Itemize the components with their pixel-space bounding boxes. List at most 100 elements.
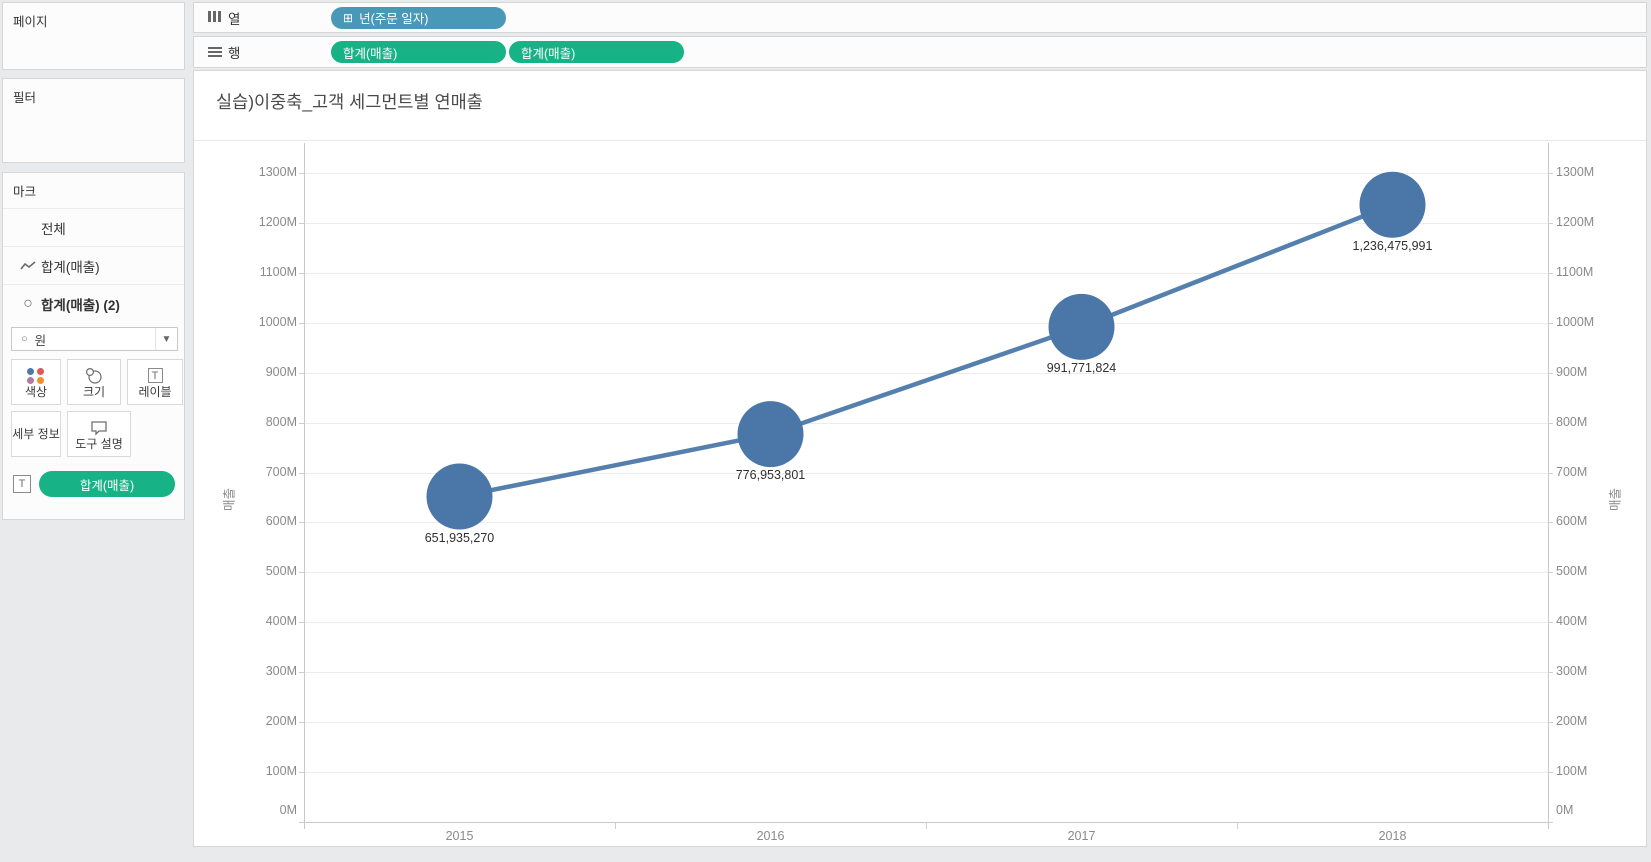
y-axis-tick-label-right: 0M	[1556, 803, 1574, 817]
axis-tick	[299, 372, 304, 374]
sheet-title: 실습)이중축_고객 세그먼트별 연매출	[216, 92, 483, 112]
circle-mark-2018[interactable]	[1359, 171, 1426, 238]
size-circles-icon	[85, 366, 103, 386]
detail-button[interactable]: 세부 정보	[11, 411, 61, 457]
mark-data-label: 1,236,475,991	[1352, 238, 1433, 253]
y-axis-tick-label-right: 100M	[1556, 764, 1588, 779]
tooltip-button[interactable]: 도구 설명	[67, 411, 131, 457]
y-axis-tick-label-left: 1300M	[258, 165, 297, 179]
gridline	[304, 622, 1548, 624]
filters-shelf-label: 필터	[13, 91, 37, 105]
gridline	[304, 222, 1548, 224]
axis-tick	[299, 672, 304, 674]
color-button[interactable]: 색상	[11, 359, 61, 405]
y-axis-tick-label-right: 900M	[1556, 364, 1588, 379]
y-axis-left[interactable]	[304, 143, 305, 829]
y-axis-tick-label-left: 100M	[265, 764, 297, 779]
line-icon	[15, 260, 41, 271]
circle-mark-2017[interactable]	[1048, 293, 1115, 360]
label-button[interactable]: T 레이블	[127, 359, 183, 405]
line-series	[426, 171, 1426, 530]
mark-data-label: 991,771,824	[1046, 360, 1117, 375]
x-axis-year-label: 2017	[1067, 829, 1096, 843]
marks-button-label: 레이블	[138, 384, 172, 399]
rows-shelf-label: 행	[228, 46, 241, 61]
y-axis-tick-label-right: 800M	[1556, 414, 1588, 429]
gridline	[304, 173, 1548, 174]
pill-sum-sales-1[interactable]: 합계(매출)	[331, 41, 506, 63]
y-axis-tick-label-left: 1200M	[258, 214, 297, 229]
y-axis-tick-label-left: 1100M	[259, 264, 297, 279]
axis-tick	[1548, 422, 1553, 424]
axis-tick	[299, 422, 304, 424]
axis-tick	[299, 173, 304, 174]
y-axis-tick-label-left: 700M	[265, 464, 297, 479]
columns-pill-list: ⊞ 년(주문 일자)	[331, 6, 506, 29]
marks-row[interactable]: 전체	[3, 208, 184, 246]
pill-year-order-date[interactable]: ⊞ 년(주문 일자)	[331, 6, 506, 29]
tooltip-bubble-icon	[90, 418, 108, 438]
circle-mark-2016[interactable]	[737, 401, 804, 468]
columns-shelf[interactable]: 열 ⊞ 년(주문 일자)	[193, 2, 1647, 33]
circle-mark-2015[interactable]	[426, 463, 493, 530]
filters-shelf[interactable]: 필터	[2, 78, 185, 163]
pill-sum-sales-2[interactable]: 합계(매출)	[509, 41, 684, 63]
y-axis-tick-label-right: 500M	[1556, 564, 1588, 579]
mark-type-value: 원	[34, 333, 47, 348]
y-axis-tick-label-left: 600M	[265, 514, 297, 529]
y-axis-tick-label-left: 200M	[265, 714, 297, 729]
marks-row[interactable]: ○ 합계(매출) (2)	[3, 284, 184, 322]
gridline	[304, 372, 1548, 374]
y-axis-tick-label-right: 700M	[1556, 464, 1588, 479]
axis-tick	[1548, 372, 1553, 374]
mark-type-dropdown[interactable]: ○ 원 ▼	[11, 327, 178, 351]
y-axis-right[interactable]	[1548, 143, 1549, 829]
y-axis-tick-label-left: 400M	[265, 614, 297, 629]
axis-tick	[1548, 822, 1553, 823]
gridline	[304, 272, 1548, 274]
y-axis-title-left: 매출	[222, 487, 237, 511]
y-axis-tick-label-right: 400M	[1556, 614, 1588, 629]
marks-button-label: 크기	[82, 384, 106, 399]
y-axis-tick-label-right: 1000M	[1556, 314, 1595, 329]
trend-line	[459, 202, 1394, 499]
marks-button-label: 도구 설명	[75, 436, 123, 451]
marks-row-label: 전체	[41, 221, 66, 237]
rows-icon	[208, 45, 228, 59]
y-axis-tick-label-right: 300M	[1556, 664, 1588, 679]
columns-icon	[208, 9, 228, 27]
y-axis-tick-label-right: 1200M	[1556, 214, 1595, 229]
axis-tick	[299, 822, 304, 823]
mark-data-label: 651,935,270	[424, 530, 495, 545]
pages-shelf[interactable]: 페이지	[2, 2, 185, 70]
axis-tick	[299, 472, 304, 474]
mark-data-label: 776,953,801	[735, 468, 806, 483]
axis-tick	[299, 772, 304, 774]
text-icon: T	[13, 475, 31, 493]
gridline	[304, 772, 1548, 774]
y-axis-title-right: 매출	[1608, 487, 1623, 511]
title-separator	[194, 140, 1646, 141]
color-dots-icon	[27, 367, 45, 384]
marks-row-label: 합계(매출)	[41, 259, 100, 275]
size-button[interactable]: 크기	[67, 359, 121, 405]
axis-tick	[299, 572, 304, 574]
gridline	[304, 572, 1548, 574]
axis-tick	[1548, 472, 1553, 474]
chart-plot-area: 0M 0M 100M 100M 200M 200M 300M 300M 400M 400M 500M…	[194, 71, 1646, 846]
y-axis-tick-label-left: 300M	[265, 664, 297, 679]
rows-shelf[interactable]: 행 합계(매출) 합계(매출)	[193, 36, 1647, 68]
expand-plus-icon[interactable]: ⊞	[343, 10, 354, 25]
chevron-down-icon[interactable]: ▼	[155, 328, 177, 350]
label-text-icon: T	[147, 366, 163, 386]
marks-row[interactable]: 합계(매출)	[3, 246, 184, 284]
axis-tick	[299, 522, 304, 524]
columns-shelf-label: 열	[228, 11, 241, 27]
label-pill-sum-sales[interactable]: 합계(매출)	[39, 471, 175, 497]
marks-button-label: 세부 정보	[12, 426, 60, 441]
worksheet-view: 실습)이중축_고객 세그먼트별 연매출 0M 0M 100M 100M 200M 200M…	[193, 70, 1647, 847]
gridline	[304, 672, 1548, 674]
gridline	[304, 722, 1548, 724]
